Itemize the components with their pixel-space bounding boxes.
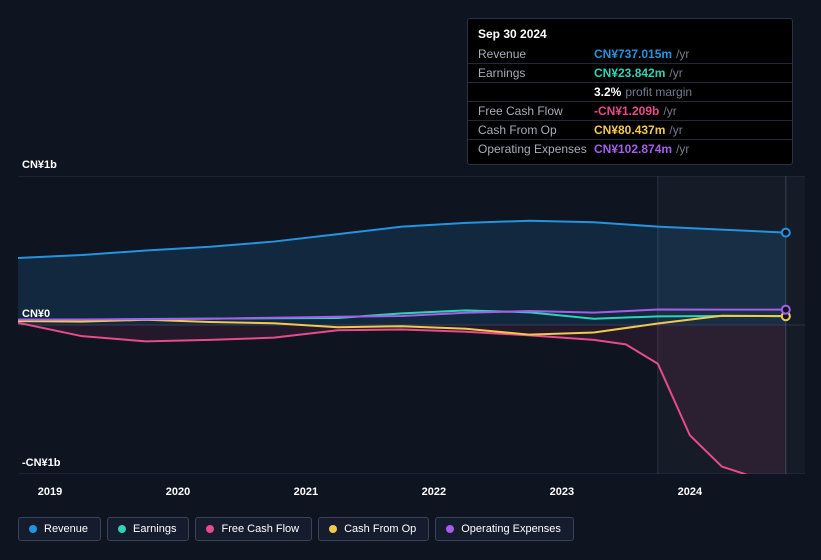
y-axis-tick-label: CN¥0 (22, 308, 50, 320)
tooltip-row: Cash From OpCN¥80.437m/yr (468, 120, 792, 139)
tooltip-row-unit: /yr (663, 104, 676, 118)
legend-item-earnings[interactable]: Earnings (107, 517, 189, 541)
tooltip-row-value: CN¥80.437m (594, 123, 665, 137)
tooltip-row-unit: /yr (669, 66, 682, 80)
legend-item-operating-expenses[interactable]: Operating Expenses (435, 517, 574, 541)
x-axis-tick-label: 2023 (550, 486, 574, 498)
tooltip-row-label (478, 85, 594, 99)
tooltip-row-value: 3.2% (594, 85, 621, 99)
legend: Revenue Earnings Free Cash Flow Cash From O… (18, 517, 574, 541)
legend-dot-icon (206, 525, 214, 533)
x-axis-tick-label: 2019 (38, 486, 62, 498)
tooltip-row-label: Free Cash Flow (478, 104, 594, 118)
tooltip-row-label: Revenue (478, 47, 594, 61)
legend-dot-icon (29, 525, 37, 533)
y-axis-tick-label: CN¥1b (22, 159, 57, 171)
tooltip-row: EarningsCN¥23.842m/yr (468, 63, 792, 82)
tooltip-rows: RevenueCN¥737.015m/yrEarningsCN¥23.842m/… (468, 45, 792, 158)
legend-item-label: Free Cash Flow (221, 523, 299, 535)
tooltip-row-unit: /yr (669, 123, 682, 137)
tooltip-date: Sep 30 2024 (468, 25, 792, 45)
tooltip-row: Free Cash Flow-CN¥1.209b/yr (468, 101, 792, 120)
legend-dot-icon (329, 525, 337, 533)
y-axis-tick-label: -CN¥1b (22, 457, 61, 469)
tooltip-row-unit: /yr (676, 47, 689, 61)
tooltip-row-value: CN¥737.015m (594, 47, 672, 61)
x-axis-tick-label: 2022 (422, 486, 446, 498)
tooltip-row: RevenueCN¥737.015m/yr (468, 45, 792, 63)
tooltip-row: 3.2% profit margin (468, 82, 792, 101)
tooltip-row-value: CN¥23.842m (594, 66, 665, 80)
legend-dot-icon (118, 525, 126, 533)
x-axis-labels: 2019 2020 2021 2022 2023 2024 (18, 486, 805, 502)
tooltip-row-label: Operating Expenses (478, 142, 594, 156)
legend-item-label: Earnings (133, 523, 176, 535)
tooltip-row-unit: /yr (676, 142, 689, 156)
legend-item-free-cash-flow[interactable]: Free Cash Flow (195, 517, 312, 541)
legend-item-label: Revenue (44, 523, 88, 535)
tooltip-row-label: Cash From Op (478, 123, 594, 137)
plot-area (18, 176, 805, 474)
tooltip-row-value: CN¥102.874m (594, 142, 672, 156)
legend-item-label: Cash From Op (344, 523, 416, 535)
x-axis-tick-label: 2024 (678, 486, 702, 498)
tooltip-row-value: -CN¥1.209b (594, 104, 659, 118)
legend-dot-icon (446, 525, 454, 533)
legend-item-cash-from-op[interactable]: Cash From Op (318, 517, 429, 541)
hover-tooltip: Sep 30 2024 RevenueCN¥737.015m/yrEarning… (467, 18, 793, 165)
tooltip-row: Operating ExpensesCN¥102.874m/yr (468, 139, 792, 158)
tooltip-row-label: Earnings (478, 66, 594, 80)
x-axis-tick-label: 2021 (294, 486, 318, 498)
tooltip-row-unit: profit margin (625, 85, 692, 99)
legend-item-revenue[interactable]: Revenue (18, 517, 101, 541)
x-axis-tick-label: 2020 (166, 486, 190, 498)
legend-item-label: Operating Expenses (461, 523, 561, 535)
chart[interactable]: CN¥1b CN¥0 -CN¥1b 2019 2020 2021 2022 2023 2024 (0, 158, 821, 506)
